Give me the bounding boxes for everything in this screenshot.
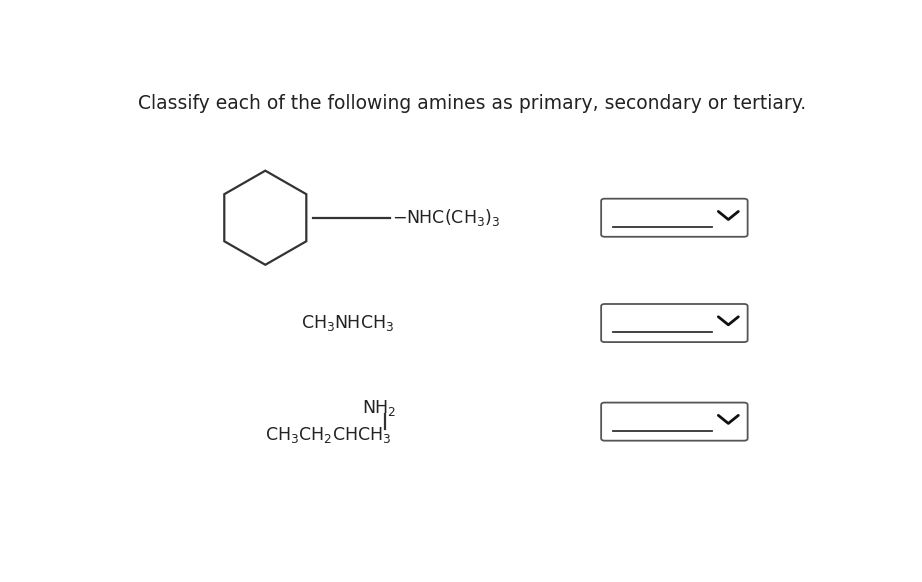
Text: NH$_2$: NH$_2$ [361,398,396,418]
Text: $-$NHC(CH$_3$)$_3$: $-$NHC(CH$_3$)$_3$ [392,207,500,228]
FancyBboxPatch shape [601,304,748,342]
Text: CH$_3$NHCH$_3$: CH$_3$NHCH$_3$ [301,313,395,333]
FancyBboxPatch shape [601,403,748,441]
Text: Classify each of the following amines as primary, secondary or tertiary.: Classify each of the following amines as… [138,94,807,113]
Text: CH$_3$CH$_2$CHCH$_3$: CH$_3$CH$_2$CHCH$_3$ [266,425,392,445]
FancyBboxPatch shape [601,198,748,237]
